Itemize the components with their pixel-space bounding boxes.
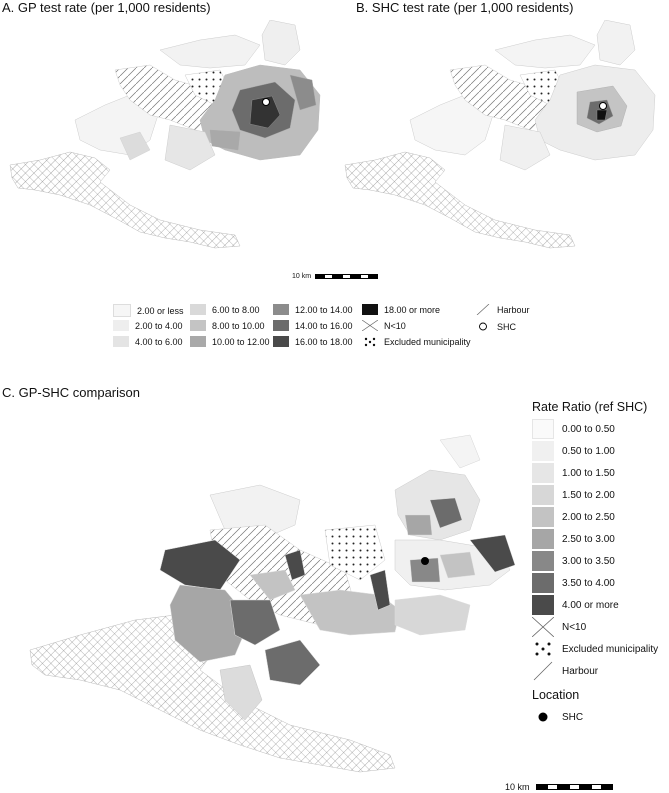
rate-legend-item: Excluded municipality	[362, 336, 471, 347]
map-a-peninsula	[9, 151, 241, 249]
rate-ratio-legend: Rate Ratio (ref SHC) 0.00 to 0.50 0.50 t…	[532, 400, 658, 728]
ratio-legend-item: 2.00 to 2.50	[532, 506, 658, 528]
location-legend-title: Location	[532, 688, 580, 702]
map-b-peninsula	[344, 151, 576, 249]
ratio-legend-item: N<10	[532, 616, 658, 638]
map-c-shc-marker	[421, 557, 429, 565]
scale-bar-bottom-label: 10 km	[505, 782, 530, 792]
map-shc-rate	[344, 20, 656, 249]
ratio-legend-item: Harbour	[532, 660, 658, 682]
rate-legend-item: 6.00 to 8.00	[190, 304, 260, 315]
rate-legend-item: 2.00 or less	[113, 304, 184, 317]
rate-legend-item: Harbour	[475, 304, 530, 315]
ratio-legend-item: 0.50 to 1.00	[532, 440, 658, 462]
ratio-legend-item: 3.00 to 3.50	[532, 550, 658, 572]
rate-legend-item: 10.00 to 12.00	[190, 336, 270, 347]
rate-legend-item: 2.00 to 4.00	[113, 320, 183, 331]
map-c-excluded	[324, 524, 386, 581]
map-gp-shc-comparison	[29, 434, 516, 773]
rate-legend-item: 8.00 to 10.00	[190, 320, 265, 331]
panel-c-title: C. GP-SHC comparison	[2, 385, 140, 400]
panel-b-title: B. SHC test rate (per 1,000 residents)	[356, 0, 574, 15]
ratio-legend-item: 1.50 to 2.00	[532, 484, 658, 506]
rate-legend-item: 4.00 to 6.00	[113, 336, 183, 347]
ratio-legend-item: 3.50 to 4.00	[532, 572, 658, 594]
rate-legend-item: N<10	[362, 320, 406, 331]
ratio-legend-item: 0.00 to 0.50	[532, 418, 658, 440]
rate-legend-item: 18.00 or more	[362, 304, 440, 315]
panel-a-title: A. GP test rate (per 1,000 residents)	[2, 0, 211, 15]
scale-bar-bottom: 10 km	[505, 782, 613, 792]
ratio-legend-item: 1.00 to 1.50	[532, 462, 658, 484]
rate-legend-item: 16.00 to 18.00	[273, 336, 353, 347]
rate-legend-item: 12.00 to 14.00	[273, 304, 353, 315]
rate-legend-item: 14.00 to 16.00	[273, 320, 353, 331]
map-b-shc-marker	[599, 102, 607, 110]
map-gp-rate	[9, 20, 321, 249]
scale-bar-top: 10 km	[292, 273, 379, 280]
ratio-legend-item: 2.50 to 3.00	[532, 528, 658, 550]
scale-bar-top-label: 10 km	[292, 273, 312, 280]
map-a-shc-marker	[262, 98, 270, 106]
ratio-legend-item: 4.00 or more	[532, 594, 658, 616]
rate-legend-item: SHC	[475, 321, 516, 332]
rate-ratio-legend-title: Rate Ratio (ref SHC)	[532, 400, 648, 414]
ratio-legend-item: Excluded municipality	[532, 638, 658, 660]
location-legend-item: SHC	[532, 706, 658, 728]
